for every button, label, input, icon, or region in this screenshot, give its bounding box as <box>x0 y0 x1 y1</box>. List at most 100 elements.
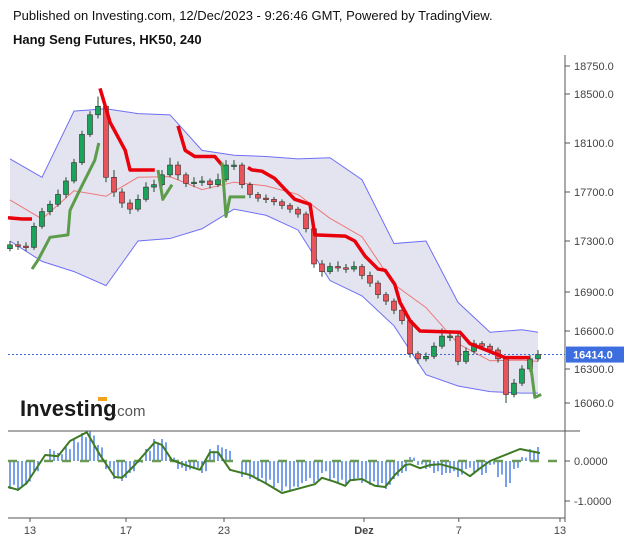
x-tick-label: 7 <box>456 525 462 537</box>
candle-body <box>199 180 205 183</box>
y-tick-label: 16900.0 <box>574 287 614 299</box>
candle-body <box>63 180 69 195</box>
candle-body <box>87 114 93 135</box>
candle-body <box>351 266 357 270</box>
x-tick-label: 23 <box>218 525 230 537</box>
supertrend-down-segment <box>176 125 224 167</box>
candle <box>431 342 437 359</box>
candle-body <box>135 199 141 210</box>
candle <box>367 271 373 287</box>
supertrend-down-segment <box>7 215 32 221</box>
published-line: Published on Investing.com, 12/Dec/2023 … <box>13 8 493 23</box>
candle <box>535 350 541 362</box>
candle-body <box>95 105 101 116</box>
candle-body <box>183 174 189 184</box>
candle <box>39 207 45 229</box>
candle-body <box>479 343 485 347</box>
candle-body <box>423 356 429 360</box>
candle <box>151 179 157 192</box>
candle-body <box>447 335 453 338</box>
oscillator-line <box>7 431 541 494</box>
candle-body <box>359 266 365 276</box>
candle <box>463 347 469 364</box>
candle-body <box>367 275 373 284</box>
candle <box>303 211 309 233</box>
y-tick-label: 17300.0 <box>574 236 614 248</box>
candle <box>295 206 301 218</box>
candle <box>231 160 237 170</box>
candle <box>247 182 253 199</box>
investing-logo: Investing .com <box>20 396 146 421</box>
candle-body <box>15 244 21 247</box>
candle <box>15 241 21 250</box>
candle-body <box>463 350 469 362</box>
candle-body <box>247 184 253 195</box>
candle-body <box>375 282 381 295</box>
supertrend-up-segment <box>156 169 174 201</box>
candle <box>207 178 213 189</box>
candle <box>415 351 421 364</box>
y-tick-label: 18750.0 <box>574 61 614 73</box>
candle-body <box>127 202 133 210</box>
candle-body <box>231 164 237 167</box>
y-tick-label: 16060.0 <box>574 398 614 410</box>
y-tick-label: 17700.0 <box>574 187 614 199</box>
candle <box>63 177 69 199</box>
candle-body <box>439 335 445 347</box>
candle-body <box>111 177 117 193</box>
candle-body <box>503 358 509 395</box>
candle-body <box>167 164 173 176</box>
candle-body <box>239 164 245 185</box>
osc-y-tick-label: 0.0000 <box>574 456 608 468</box>
logo-accent <box>98 397 107 401</box>
last-price-badge <box>566 346 624 363</box>
candle <box>55 189 61 207</box>
candle <box>383 292 389 305</box>
candle-body <box>71 162 77 182</box>
candle-body <box>271 199 277 203</box>
supertrend-down-segment <box>98 87 155 172</box>
candle <box>335 261 341 272</box>
candle <box>47 200 53 216</box>
chart-title: Hang Seng Futures, HK50, 240 <box>13 32 202 47</box>
candle <box>239 162 245 189</box>
candle <box>263 194 269 204</box>
candle-body <box>295 208 301 215</box>
candle-body <box>343 267 349 270</box>
candles <box>7 96 541 403</box>
candle-body <box>287 205 293 210</box>
y-tick-label: 16300.0 <box>574 364 614 376</box>
band-lower-line <box>9 208 538 394</box>
candle <box>343 263 349 273</box>
candle-body <box>407 320 413 355</box>
candle <box>359 263 365 280</box>
x-tick-label: Dez <box>354 525 374 537</box>
bollinger-band <box>8 108 565 394</box>
candle-body <box>391 300 397 311</box>
candle <box>455 333 461 366</box>
candle-body <box>279 201 285 206</box>
candle-body <box>151 184 157 188</box>
candle <box>271 196 277 206</box>
x-tick-label: 13 <box>24 525 36 537</box>
candle-body <box>143 186 149 200</box>
candle-body <box>23 245 29 248</box>
candle <box>519 365 525 386</box>
candle <box>183 172 189 188</box>
candle-body <box>415 353 421 360</box>
candle-body <box>303 213 309 230</box>
oscillator-panel: 0.0000 -1.0000 <box>7 431 611 508</box>
supertrend-down-segment <box>247 166 530 360</box>
candle <box>111 169 117 197</box>
band-fill <box>10 108 538 394</box>
axes: 18750.0 18500.0 18100.0 17700.0 17300.0 16900… <box>8 55 624 537</box>
candle-body <box>175 164 181 176</box>
candle <box>511 378 517 398</box>
candle <box>215 173 221 188</box>
candle-body <box>47 203 53 212</box>
candle <box>31 222 37 250</box>
candle-body <box>207 180 213 185</box>
candle-body <box>383 294 389 302</box>
